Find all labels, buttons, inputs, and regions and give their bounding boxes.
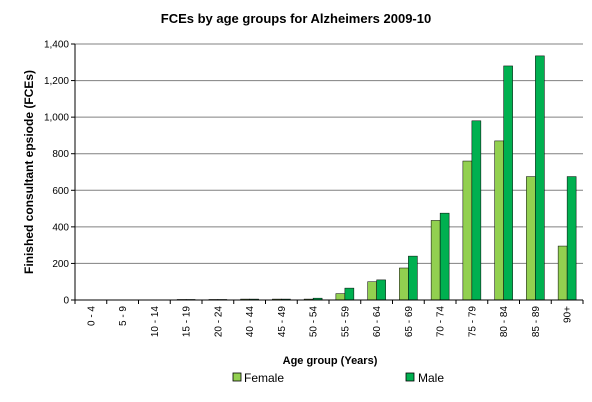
bar-female [430,220,441,301]
bar-female [335,293,346,301]
x-tick-label: 90+ [563,306,574,323]
x-tick-label: 60 - 64 [372,306,383,338]
y-tick-label: 800 [52,149,69,160]
bar-male [344,287,355,301]
bar-male [439,212,450,301]
x-tick-label: 20 - 24 [213,306,224,338]
legend-label-female: Female [244,371,284,385]
bar-female [557,245,568,301]
legend: Female Male [232,371,444,385]
bar-male [471,120,482,301]
y-tick-label: 400 [52,222,69,233]
x-tick-labels: 0 - 4 5 - 9 10 - 14 15 - 19 20 - 24 40 - 44 45… [86,306,573,338]
y-tick-label: 200 [52,259,69,270]
x-axis-title: Age group (Years) [283,355,378,367]
bar-male [408,255,418,301]
legend-label-male: Male [418,371,444,385]
x-tick-label: 85 - 89 [531,306,542,338]
x-tick-label: 5 - 9 [118,306,129,326]
bars [176,55,577,301]
x-tick-label: 0 - 4 [86,306,97,326]
x-tick-label: 70 - 74 [436,306,447,338]
bar-male [503,65,513,301]
x-tick-label: 15 - 19 [182,306,193,338]
bar-male [376,279,386,301]
y-tick-label: 600 [52,186,69,197]
legend-swatch-female [232,372,242,382]
y-tick-label: 1,000 [44,113,69,124]
bar-female [399,267,409,301]
bar-female [367,281,377,301]
x-tick-label: 40 - 44 [245,306,256,338]
x-tick-label: 55 - 59 [340,306,351,338]
y-tick-label: 1,400 [44,40,69,51]
y-tick-label: 1,200 [44,76,69,87]
chart-title: FCEs by age groups for Alzheimers 2009-1… [161,11,431,26]
gridlines [75,43,583,264]
x-tick-label: 75 - 79 [467,306,478,338]
axes [71,43,584,304]
y-tick-labels: 0 200 400 600 800 1,000 1,200 1,400 [44,40,69,307]
bar-male [566,176,577,301]
legend-swatch-male [405,372,415,382]
x-tick-label: 65 - 69 [404,306,415,338]
bar-male [535,55,545,301]
bar-female [462,160,473,301]
y-axis-title: Finished consultant epsiode (FCEs) [22,70,36,274]
x-tick-label: 45 - 49 [277,306,288,338]
y-tick-label: 0 [63,296,69,307]
bar-female [526,176,536,301]
bar-female [494,140,504,301]
x-tick-label: 10 - 14 [150,306,161,338]
x-tick-label: 80 - 84 [499,306,510,338]
x-tick-label: 50 - 54 [309,306,320,338]
